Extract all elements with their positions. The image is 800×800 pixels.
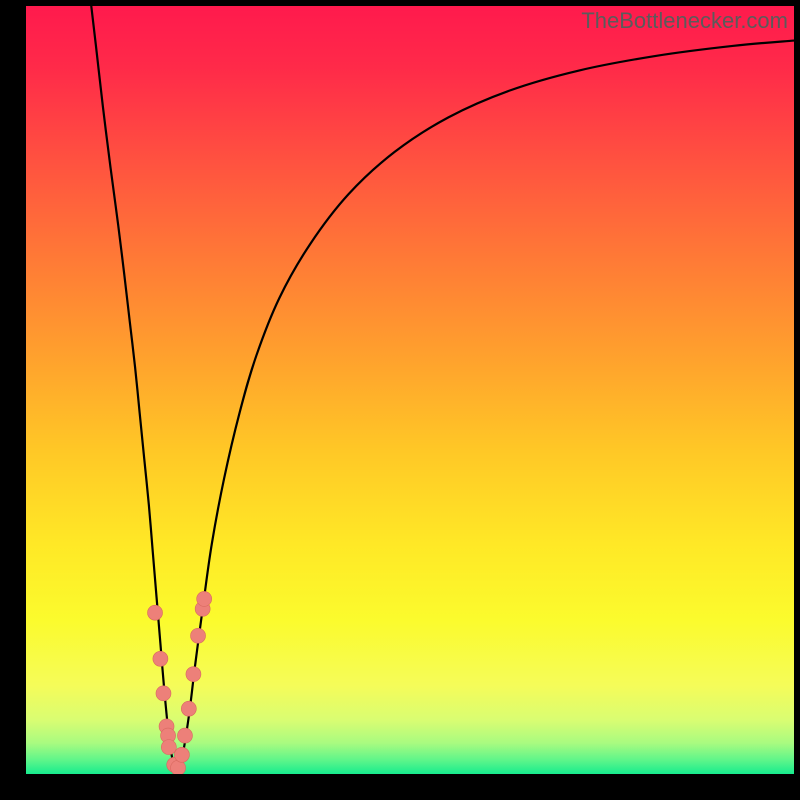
- frame-border: [0, 774, 800, 800]
- data-point: [186, 667, 201, 682]
- watermark-text: TheBottlenecker.com: [581, 8, 788, 34]
- data-point: [197, 591, 212, 606]
- data-point: [181, 701, 196, 716]
- frame-border: [794, 0, 800, 800]
- data-point: [191, 628, 206, 643]
- plot-area: [26, 6, 794, 774]
- dots-layer: [26, 6, 794, 774]
- data-point: [161, 740, 176, 755]
- chart-root: TheBottlenecker.com: [0, 0, 800, 800]
- frame-border: [0, 0, 26, 800]
- data-point: [177, 728, 192, 743]
- data-point: [148, 605, 163, 620]
- data-point: [156, 686, 171, 701]
- frame-border: [0, 0, 800, 6]
- data-point: [174, 747, 189, 762]
- data-point: [153, 651, 168, 666]
